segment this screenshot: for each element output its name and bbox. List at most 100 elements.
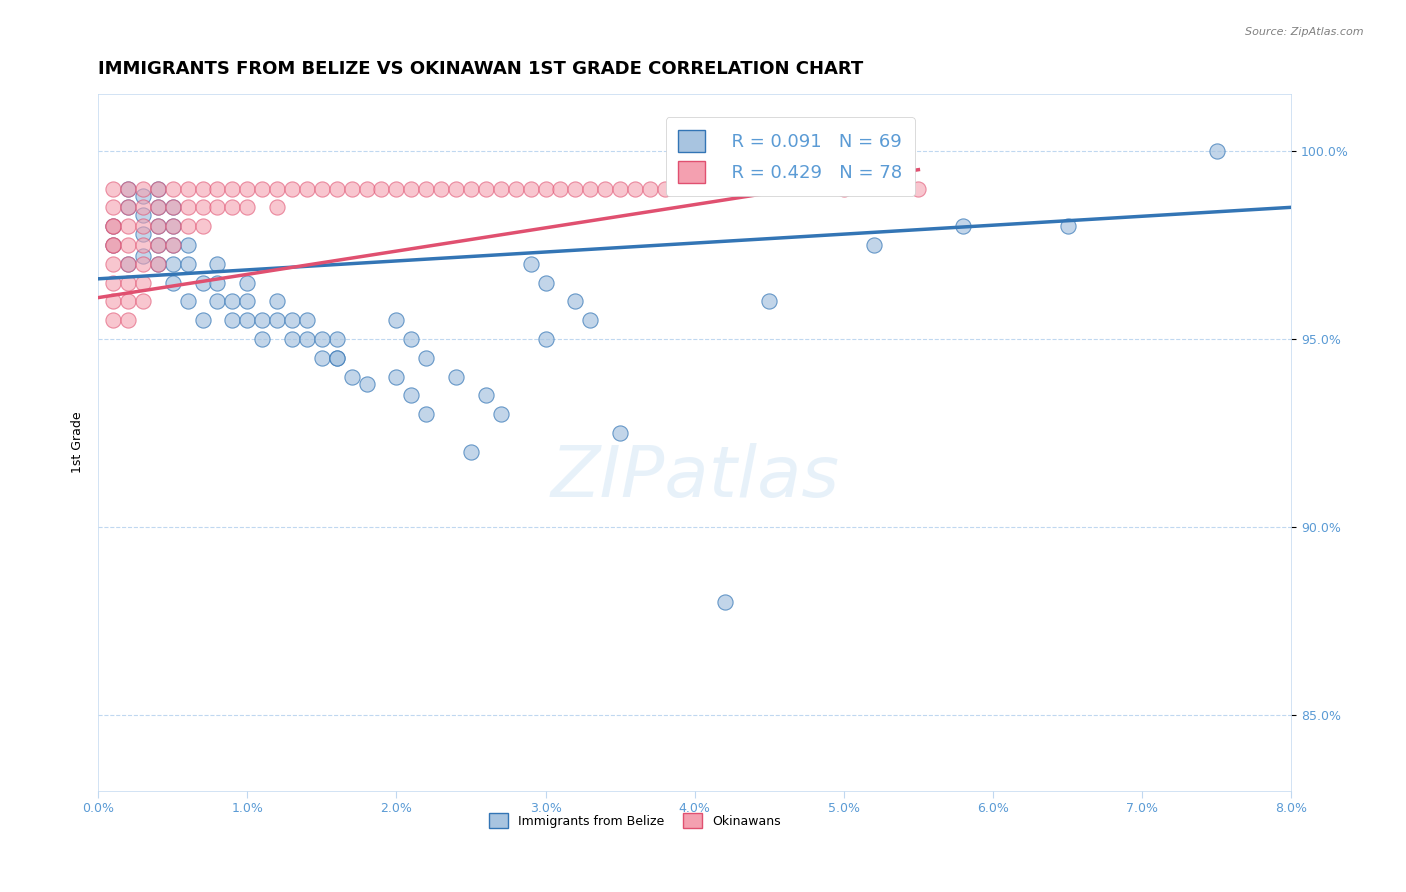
Point: [311, 332, 333, 346]
Point: [295, 313, 318, 327]
Point: [460, 181, 482, 195]
Point: [101, 181, 124, 195]
Point: [385, 181, 408, 195]
Point: [281, 313, 304, 327]
Point: [624, 181, 647, 195]
Point: [117, 257, 139, 271]
Point: [609, 181, 631, 195]
Point: [132, 227, 155, 241]
Point: [326, 351, 349, 365]
Point: [132, 189, 155, 203]
Point: [132, 238, 155, 252]
Point: [162, 200, 184, 214]
Point: [593, 181, 616, 195]
Point: [221, 200, 243, 214]
Point: [117, 294, 139, 309]
Point: [146, 200, 169, 214]
Point: [460, 445, 482, 459]
Point: [444, 181, 467, 195]
Point: [162, 276, 184, 290]
Point: [236, 294, 259, 309]
Point: [609, 426, 631, 441]
Point: [236, 200, 259, 214]
Point: [117, 200, 139, 214]
Point: [519, 257, 541, 271]
Point: [101, 313, 124, 327]
Point: [1205, 144, 1227, 158]
Point: [162, 219, 184, 234]
Point: [356, 181, 378, 195]
Point: [221, 181, 243, 195]
Point: [564, 294, 586, 309]
Point: [534, 332, 557, 346]
Point: [534, 181, 557, 195]
Point: [162, 238, 184, 252]
Point: [952, 219, 974, 234]
Point: [101, 238, 124, 252]
Point: [401, 388, 423, 402]
Point: [117, 276, 139, 290]
Text: Source: ZipAtlas.com: Source: ZipAtlas.com: [1246, 27, 1364, 37]
Point: [117, 238, 139, 252]
Point: [117, 257, 139, 271]
Point: [534, 276, 557, 290]
Point: [117, 181, 139, 195]
Point: [117, 219, 139, 234]
Point: [207, 257, 229, 271]
Point: [207, 294, 229, 309]
Point: [162, 219, 184, 234]
Point: [489, 181, 512, 195]
Point: [191, 181, 214, 195]
Point: [385, 313, 408, 327]
Point: [191, 200, 214, 214]
Point: [475, 388, 498, 402]
Text: ZIPatlas: ZIPatlas: [550, 442, 839, 512]
Point: [146, 200, 169, 214]
Point: [550, 181, 572, 195]
Point: [191, 219, 214, 234]
Point: [117, 181, 139, 195]
Point: [250, 313, 273, 327]
Point: [415, 407, 437, 421]
Point: [146, 219, 169, 234]
Point: [132, 249, 155, 263]
Point: [132, 208, 155, 222]
Point: [207, 276, 229, 290]
Point: [132, 257, 155, 271]
Point: [295, 332, 318, 346]
Point: [101, 200, 124, 214]
Point: [236, 313, 259, 327]
Point: [191, 313, 214, 327]
Point: [311, 351, 333, 365]
Point: [758, 294, 780, 309]
Point: [146, 181, 169, 195]
Point: [146, 238, 169, 252]
Point: [207, 200, 229, 214]
Point: [132, 276, 155, 290]
Point: [519, 181, 541, 195]
Point: [281, 181, 304, 195]
Point: [221, 313, 243, 327]
Point: [415, 181, 437, 195]
Point: [101, 276, 124, 290]
Point: [281, 332, 304, 346]
Point: [907, 181, 929, 195]
Y-axis label: 1st Grade: 1st Grade: [72, 412, 84, 474]
Point: [146, 238, 169, 252]
Point: [117, 313, 139, 327]
Point: [236, 181, 259, 195]
Point: [638, 181, 661, 195]
Point: [505, 181, 527, 195]
Point: [579, 313, 602, 327]
Point: [564, 181, 586, 195]
Point: [295, 181, 318, 195]
Point: [146, 257, 169, 271]
Point: [176, 200, 198, 214]
Point: [489, 407, 512, 421]
Point: [370, 181, 392, 195]
Point: [176, 257, 198, 271]
Point: [340, 181, 363, 195]
Point: [221, 294, 243, 309]
Point: [266, 294, 288, 309]
Point: [250, 181, 273, 195]
